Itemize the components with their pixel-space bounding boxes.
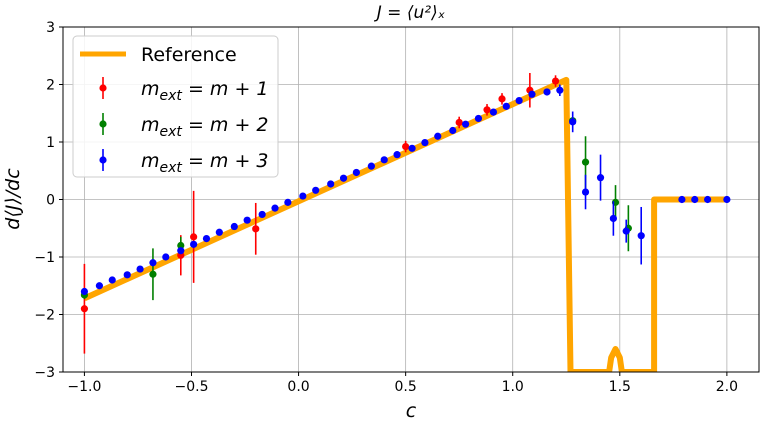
legend-box [72, 35, 279, 178]
data-point [123, 271, 131, 279]
x-tick-label: 2.0 [716, 379, 738, 395]
x-axis-label: c [406, 400, 417, 420]
x-tick-label: 1.0 [502, 379, 524, 395]
data-point [339, 174, 348, 182]
legend-reference-label: Reference [141, 44, 237, 66]
legend-marker [99, 120, 107, 128]
y-tick-label: 0 [46, 193, 55, 209]
y-tick-label: −1 [34, 250, 55, 266]
data-point [284, 198, 292, 206]
legend-marker [99, 156, 107, 164]
data-point [108, 276, 116, 284]
data-point [498, 95, 506, 103]
data-point [367, 162, 375, 170]
x-tick-label: 0.5 [395, 379, 417, 395]
data-point [449, 126, 457, 135]
data-point [312, 186, 320, 194]
data-point [149, 259, 157, 267]
data-point [489, 108, 498, 116]
data-point [723, 195, 731, 204]
legend-series-label: mext = m + 2 [141, 114, 269, 140]
data-point [258, 210, 266, 219]
data-point [230, 222, 238, 231]
data-point [352, 168, 360, 177]
data-point [80, 305, 89, 313]
data-point [474, 114, 483, 123]
chart-title: J = ⟨u²⟩ₓ [374, 3, 446, 23]
data-point [393, 151, 401, 159]
data-point [581, 158, 590, 166]
y-tick-label: −3 [34, 365, 55, 381]
legend-marker [99, 84, 107, 92]
y-tick-label: −2 [34, 308, 55, 324]
data-point [190, 233, 198, 241]
data-point [190, 240, 198, 248]
y-axis: −3 −2 −1 0 1 2 3 [34, 20, 63, 381]
plot-content [80, 73, 731, 372]
y-tick-label: 2 [46, 78, 55, 94]
data-point [455, 118, 463, 127]
data-point [271, 204, 279, 212]
data-point [569, 118, 577, 126]
data-point [215, 228, 223, 236]
data-point [543, 88, 551, 96]
series-3 [80, 84, 731, 296]
legend-series-label: mext = m + 1 [141, 78, 269, 104]
data-point [149, 270, 157, 278]
data-point [402, 143, 410, 151]
data-point [421, 138, 429, 147]
x-tick-label: 0.0 [287, 379, 309, 395]
data-point [609, 214, 617, 223]
data-point [691, 195, 699, 204]
data-point [162, 253, 170, 261]
data-point [243, 216, 251, 224]
data-point [327, 180, 335, 188]
data-point [136, 265, 144, 273]
reference-line [83, 76, 727, 372]
data-point [252, 225, 260, 233]
data-point [596, 174, 605, 182]
data-point [177, 247, 185, 255]
data-point [483, 106, 491, 114]
x-axis: −1.0 −0.5 0.0 0.5 1.0 1.5 2.0 [67, 372, 738, 395]
data-point [80, 287, 89, 296]
data-point [551, 77, 560, 85]
legend-series-label: mext = m + 3 [141, 150, 269, 176]
plot-area [80, 73, 731, 372]
data-point [434, 132, 442, 140]
data-point [177, 241, 185, 250]
data-point [502, 102, 510, 110]
data-point [528, 90, 536, 98]
data-point [408, 144, 416, 152]
data-point [515, 97, 523, 105]
legend: Reference mext = m + 1 mext = m + 2 mext =… [72, 35, 279, 178]
data-point [704, 195, 712, 204]
x-tick-label: 1.5 [609, 379, 631, 395]
data-point [202, 235, 211, 243]
data-point [581, 188, 590, 196]
x-tick-label: −1.0 [67, 379, 101, 395]
data-point [380, 156, 388, 164]
data-point [462, 120, 470, 128]
data-point [678, 195, 686, 204]
y-tick-label: 1 [46, 135, 55, 151]
data-point [556, 86, 564, 94]
data-point [622, 227, 630, 235]
y-axis-label: d⟨J⟩/dc [2, 168, 24, 230]
data-point [637, 232, 645, 240]
data-point [299, 192, 307, 200]
y-tick-label: 3 [46, 20, 55, 36]
x-tick-label: −0.5 [174, 379, 208, 395]
data-point [95, 282, 104, 290]
